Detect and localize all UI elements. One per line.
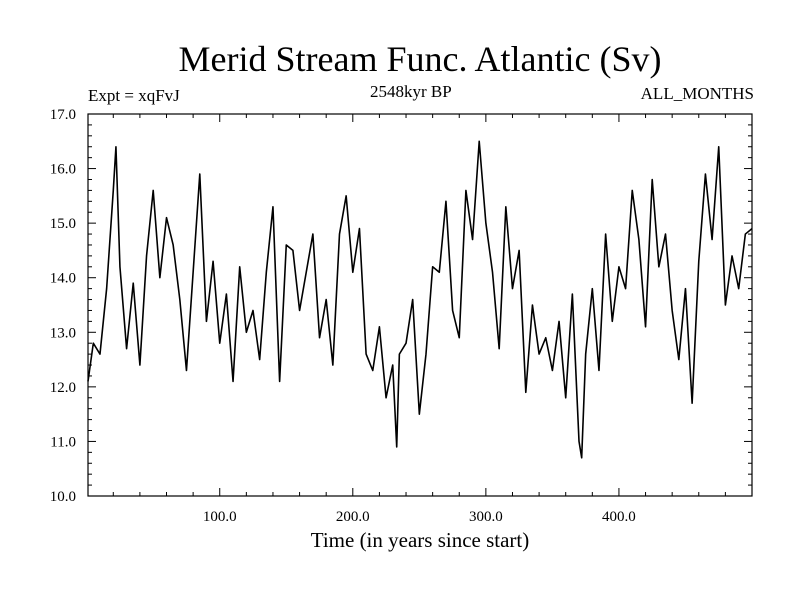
era-label: 2548kyr BP bbox=[370, 82, 452, 101]
chart-title: Merid Stream Func. Atlantic (Sv) bbox=[178, 39, 662, 79]
x-axis-label: Time (in years since start) bbox=[310, 528, 530, 552]
y-tick-label: 14.0 bbox=[50, 271, 76, 287]
x-tick-label: 100.0 bbox=[203, 509, 237, 525]
y-tick-label: 13.0 bbox=[50, 325, 76, 341]
season-label: ALL_MONTHS bbox=[640, 84, 754, 103]
plot-frame bbox=[87, 113, 753, 497]
x-tick-label: 200.0 bbox=[336, 509, 370, 525]
tick-labels: 100.0 200.0 300.0 400.0 10.0 11.0 12.0 13.0 14.0… bbox=[50, 107, 636, 525]
y-tick-label: 17.0 bbox=[50, 107, 76, 123]
y-tick-label: 10.0 bbox=[50, 489, 76, 505]
series-line bbox=[87, 140, 753, 459]
y-tick-label: 12.0 bbox=[50, 380, 76, 396]
axis-ticks bbox=[88, 113, 752, 497]
experiment-label: Expt = xqFvJ bbox=[88, 86, 180, 105]
y-tick-label: 15.0 bbox=[50, 216, 76, 232]
y-tick-label: 16.0 bbox=[50, 162, 76, 178]
x-tick-label: 400.0 bbox=[602, 509, 636, 525]
y-tick-label: 11.0 bbox=[50, 434, 76, 450]
x-tick-label: 300.0 bbox=[469, 509, 503, 525]
